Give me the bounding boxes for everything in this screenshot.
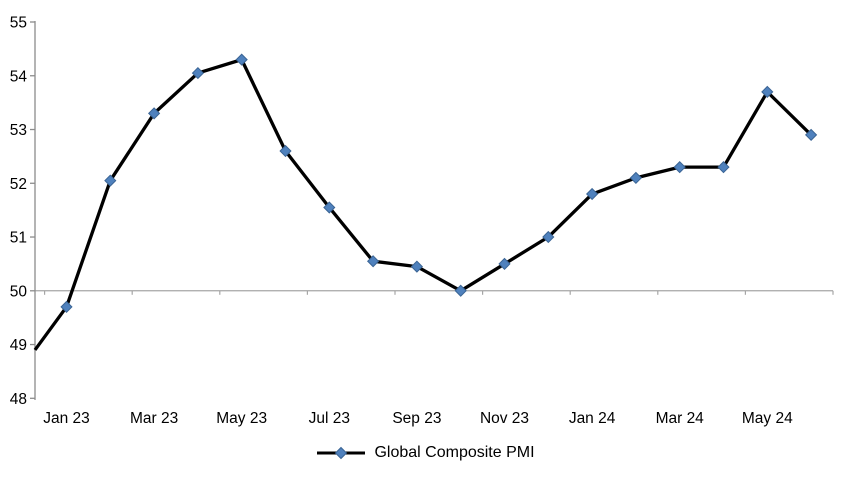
data-point-marker <box>804 128 818 141</box>
data-point-marker <box>104 174 117 187</box>
y-tick-label: 51 <box>10 230 27 247</box>
y-tick-label: 55 <box>10 15 27 32</box>
data-point-marker <box>279 144 292 158</box>
legend: Global Composite PMI <box>0 440 852 466</box>
legend-line-marker-icon <box>317 446 366 460</box>
y-tick-label: 49 <box>10 337 27 354</box>
x-tick-label: Mar 24 <box>656 410 705 427</box>
x-tick-label: Jan 23 <box>43 410 90 427</box>
data-point-marker <box>366 255 380 268</box>
x-tick-label: Jan 24 <box>569 410 616 427</box>
data-point-marker <box>191 66 205 80</box>
data-point-marker <box>761 85 774 98</box>
y-tick-label: 54 <box>10 68 28 85</box>
data-point-marker <box>60 300 73 314</box>
x-tick-label: May 24 <box>742 410 793 427</box>
data-point-marker <box>629 171 643 185</box>
x-tick-label: Sep 23 <box>392 410 441 427</box>
data-point-marker <box>542 230 555 244</box>
y-tick-label: 53 <box>10 122 27 139</box>
data-point-marker <box>585 187 599 201</box>
y-tick-label: 48 <box>10 391 27 408</box>
data-point-marker <box>498 257 511 271</box>
data-point-marker <box>235 53 248 66</box>
x-tick-label: Mar 23 <box>130 410 178 427</box>
y-tick-label: 50 <box>10 283 28 300</box>
data-point-marker <box>147 107 161 120</box>
y-tick-label: 52 <box>10 176 27 193</box>
x-tick-label: Nov 23 <box>480 410 529 427</box>
legend-label: Global Composite PMI <box>374 444 535 461</box>
x-tick-label: Jul 23 <box>309 410 350 427</box>
series-line <box>33 57 813 351</box>
x-tick-label: May 23 <box>216 410 267 427</box>
data-point-marker <box>323 201 336 214</box>
data-point-marker <box>673 161 686 174</box>
data-point-marker <box>410 260 424 273</box>
data-point-marker <box>717 161 730 174</box>
data-point-marker <box>454 284 467 297</box>
